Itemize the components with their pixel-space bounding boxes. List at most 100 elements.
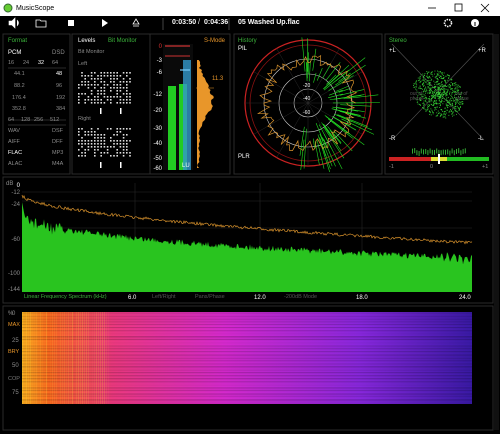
items-1: DSD bbox=[52, 50, 65, 56]
correlation-tick bbox=[420, 148, 422, 154]
history-sample bbox=[319, 138, 331, 170]
stereo-dot bbox=[449, 105, 451, 107]
stereo-dot bbox=[450, 109, 451, 110]
bit-cell bbox=[129, 155, 131, 157]
stereo-dot bbox=[452, 103, 453, 105]
stereo-dot bbox=[436, 81, 438, 82]
stereo-dot bbox=[431, 73, 433, 75]
stereo-dot bbox=[457, 101, 459, 103]
stereo-dot bbox=[440, 94, 442, 96]
spectrogram-col bbox=[56, 312, 57, 404]
stereo-dot bbox=[430, 79, 432, 81]
stereo-dot bbox=[437, 93, 439, 94]
stereo-dot bbox=[416, 84, 418, 86]
spectrogram-row bbox=[22, 358, 472, 360]
stereo-phase-right: out of phase bbox=[455, 91, 469, 102]
app-icon bbox=[3, 3, 13, 13]
stereo-dot bbox=[437, 94, 439, 95]
spectrogram-col bbox=[104, 312, 105, 404]
bit-cell bbox=[100, 99, 102, 101]
bit-cell bbox=[90, 99, 93, 101]
stereo-dot bbox=[441, 93, 442, 95]
stereo-dot bbox=[444, 88, 446, 90]
bit-cell bbox=[110, 146, 112, 148]
spectrogram-row bbox=[22, 393, 472, 394]
level-bar bbox=[168, 86, 176, 170]
bit-cell bbox=[81, 84, 83, 86]
stereo-dot bbox=[434, 86, 435, 88]
bit-cell bbox=[94, 131, 96, 133]
rings-2: -60 bbox=[303, 110, 311, 116]
stereo-dot bbox=[418, 92, 420, 94]
stereo-dot bbox=[432, 75, 434, 77]
stereo-dot bbox=[444, 90, 446, 92]
scale-4: -20 bbox=[153, 108, 162, 114]
bit-cell bbox=[129, 72, 131, 74]
bit-cell bbox=[126, 134, 128, 136]
spectrogram-row bbox=[22, 343, 472, 345]
stereo-dot bbox=[444, 85, 446, 87]
rings-1: -40 bbox=[303, 96, 311, 102]
stereo-dot bbox=[451, 111, 452, 112]
stereo-dot bbox=[415, 81, 417, 83]
bit-cell bbox=[113, 155, 115, 157]
bit-cell bbox=[78, 149, 80, 151]
bit-cell bbox=[116, 75, 118, 77]
bit-cell bbox=[103, 152, 106, 154]
history-sample bbox=[335, 64, 366, 86]
bit-cell bbox=[78, 87, 80, 89]
stereo-dot bbox=[448, 77, 450, 79]
stereo-dot bbox=[435, 108, 437, 110]
panel bbox=[149, 33, 231, 175]
stereo-dot bbox=[441, 81, 443, 82]
stereo-dot bbox=[422, 79, 424, 81]
stereo-dot bbox=[426, 72, 428, 74]
stereo-dot bbox=[457, 92, 459, 94]
correlation-needle bbox=[438, 154, 440, 164]
stereo-dot bbox=[436, 91, 437, 93]
items-24: ALAC bbox=[8, 161, 23, 167]
scale-1: 0 bbox=[430, 164, 434, 170]
stereo-dot bbox=[455, 111, 457, 112]
correlation-tick bbox=[440, 150, 442, 156]
stereo-dot bbox=[446, 91, 448, 93]
stereo-dot bbox=[428, 75, 430, 77]
items-12: 352.8 bbox=[12, 106, 26, 112]
eject-button bbox=[132, 18, 140, 27]
stereo-dot bbox=[435, 94, 437, 96]
stereo-dot bbox=[462, 101, 464, 103]
spectrogram-row bbox=[22, 342, 472, 343]
stereo-dot bbox=[432, 91, 434, 93]
stereo-dot bbox=[456, 100, 457, 102]
bit-cell bbox=[129, 93, 131, 95]
correlation-tick bbox=[423, 149, 424, 155]
stereo-dot bbox=[455, 102, 457, 104]
bit-cell bbox=[122, 143, 125, 145]
stereo-dot bbox=[428, 82, 430, 84]
stereo-dot bbox=[446, 74, 448, 76]
bit-cell bbox=[106, 84, 109, 86]
bit-cell bbox=[90, 93, 93, 95]
bit-cell bbox=[94, 155, 96, 157]
history-sample bbox=[301, 37, 306, 72]
stereo-dot bbox=[431, 100, 433, 102]
bit-cell bbox=[90, 84, 93, 86]
bit-cell bbox=[122, 146, 125, 148]
stereo-dot bbox=[441, 76, 442, 78]
stereo-dot bbox=[452, 91, 453, 93]
stereo-dot bbox=[456, 111, 458, 113]
bit-cell bbox=[78, 102, 80, 104]
spectrogram-col bbox=[88, 312, 89, 404]
stereo-dot bbox=[451, 88, 453, 90]
bit-cell bbox=[103, 90, 106, 92]
history-sample bbox=[317, 134, 330, 173]
spectrogram-row bbox=[22, 361, 472, 363]
bit-cell bbox=[113, 72, 115, 74]
spectrogram-row bbox=[22, 402, 472, 403]
stereo-dot bbox=[459, 86, 461, 87]
bit-cell bbox=[126, 102, 128, 104]
stereo-dot bbox=[435, 86, 437, 88]
stereo-dot bbox=[439, 86, 440, 88]
stereo-dot bbox=[433, 95, 434, 97]
stereo-dot bbox=[438, 83, 440, 85]
